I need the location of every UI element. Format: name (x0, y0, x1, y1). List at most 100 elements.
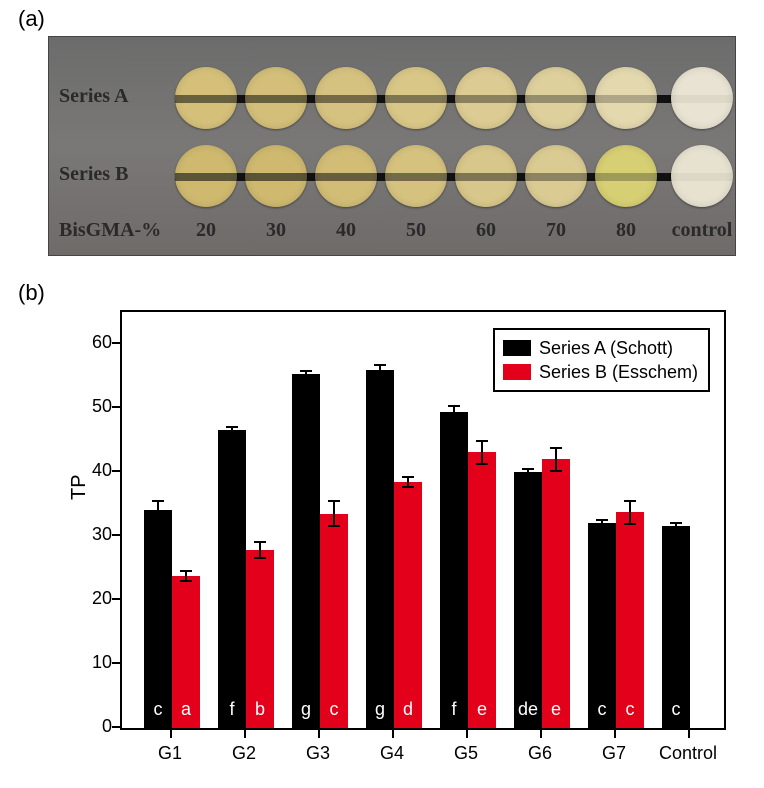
disc-series-b (525, 145, 587, 207)
x-tick-label: G4 (357, 743, 427, 764)
bar-letter: c (616, 699, 644, 720)
legend-item-a: Series A (Schott) (503, 336, 698, 360)
bar-letter: c (144, 699, 172, 720)
disc-series-b (385, 145, 447, 207)
disc-series-a (671, 67, 733, 129)
x-tick-label: G6 (505, 743, 575, 764)
disc-series-a (385, 67, 447, 129)
legend-swatch-a (503, 340, 531, 356)
disc-series-a (175, 67, 237, 129)
y-tick-label: 30 (72, 524, 112, 545)
bar-letter: f (440, 699, 468, 720)
bisgma-value: 50 (385, 219, 447, 242)
bar-letter: a (172, 699, 200, 720)
disc-series-a (595, 67, 657, 129)
figure: (a) Series A Series B BisGMA-% 20 30 40 50 6… (0, 0, 764, 788)
bar-series-a: c (144, 510, 172, 728)
disc-series-a (245, 67, 307, 129)
plot-area: Series A (Schott) Series B (Esschem) caf… (120, 310, 726, 730)
y-tick (112, 470, 120, 472)
bar-series-a: f (440, 412, 468, 728)
bar-series-a: c (662, 526, 690, 728)
bisgma-value: 70 (525, 219, 587, 242)
legend-label-a: Series A (Schott) (539, 336, 673, 360)
x-tick (318, 730, 320, 738)
bisgma-value: 30 (245, 219, 307, 242)
bisgma-label: BisGMA-% (59, 219, 161, 242)
disc-series-b (175, 145, 237, 207)
disc-series-b (455, 145, 517, 207)
legend: Series A (Schott) Series B (Esschem) (493, 328, 710, 392)
bar-series-b: d (394, 482, 422, 728)
disc-series-b (595, 145, 657, 207)
x-tick (540, 730, 542, 738)
panel-b-label: (b) (18, 280, 45, 306)
panel-a-label: (a) (18, 6, 45, 32)
y-tick (112, 662, 120, 664)
bar-series-a: f (218, 430, 246, 728)
bar-letter: b (246, 699, 274, 720)
x-tick (466, 730, 468, 738)
bisgma-value: 60 (455, 219, 517, 242)
bar-series-a: c (588, 523, 616, 728)
x-tick-label: G5 (431, 743, 501, 764)
bar-letter: g (292, 699, 320, 720)
bar-chart: TP Series A (Schott) Series B (Esschem) … (62, 300, 744, 778)
bar-series-b: b (246, 550, 274, 728)
series-b-label: Series B (59, 163, 128, 186)
y-tick-label: 0 (72, 716, 112, 737)
x-tick-label: G7 (579, 743, 649, 764)
y-tick (112, 598, 120, 600)
bisgma-value: 20 (175, 219, 237, 242)
disc-series-b (315, 145, 377, 207)
bar-letter: c (320, 699, 348, 720)
bisgma-value: control (671, 219, 733, 242)
x-tick (392, 730, 394, 738)
bar-series-b: a (172, 576, 200, 728)
y-tick-label: 10 (72, 652, 112, 673)
y-tick-label: 60 (72, 332, 112, 353)
bar-series-b: e (542, 459, 570, 728)
disc-series-b (671, 145, 733, 207)
x-tick (614, 730, 616, 738)
y-tick-label: 40 (72, 460, 112, 481)
panel-a-photo: Series A Series B BisGMA-% 20 30 40 50 60 70 8… (48, 36, 736, 256)
x-tick (688, 730, 690, 738)
legend-label-b: Series B (Esschem) (539, 360, 698, 384)
bisgma-value: 80 (595, 219, 657, 242)
bar-letter: f (218, 699, 246, 720)
disc-series-a (315, 67, 377, 129)
y-tick (112, 406, 120, 408)
bar-letter: e (468, 699, 496, 720)
bar-series-a: de (514, 472, 542, 728)
legend-swatch-b (503, 364, 531, 380)
bar-letter: d (394, 699, 422, 720)
bar-series-b: c (616, 512, 644, 728)
bisgma-value: 40 (315, 219, 377, 242)
bar-letter: c (662, 699, 690, 720)
bar-letter: c (588, 699, 616, 720)
bar-letter: g (366, 699, 394, 720)
bar-letter: de (514, 699, 542, 720)
bar-series-a: g (366, 370, 394, 728)
series-a-label: Series A (59, 85, 128, 108)
bar-letter: e (542, 699, 570, 720)
y-tick-label: 50 (72, 396, 112, 417)
disc-series-a (525, 67, 587, 129)
x-tick (170, 730, 172, 738)
y-tick-label: 20 (72, 588, 112, 609)
y-tick (112, 534, 120, 536)
bar-series-a: g (292, 374, 320, 728)
x-tick-label: G1 (135, 743, 205, 764)
y-tick (112, 342, 120, 344)
legend-item-b: Series B (Esschem) (503, 360, 698, 384)
bar-series-b: e (468, 452, 496, 728)
x-tick (244, 730, 246, 738)
x-tick-label: Control (653, 743, 723, 764)
disc-series-a (455, 67, 517, 129)
x-tick-label: G2 (209, 743, 279, 764)
bar-series-b: c (320, 514, 348, 728)
x-tick-label: G3 (283, 743, 353, 764)
disc-series-b (245, 145, 307, 207)
y-tick (112, 726, 120, 728)
